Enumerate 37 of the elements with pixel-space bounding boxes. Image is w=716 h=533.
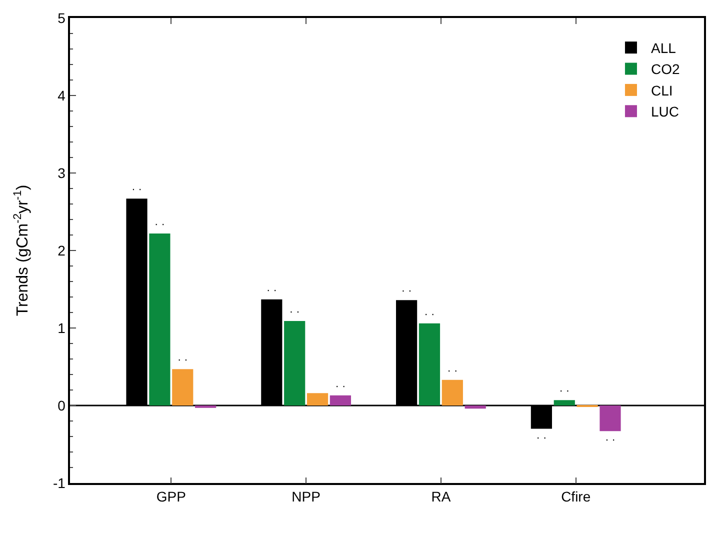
bar (464, 406, 486, 409)
legend-label: LUC (650, 104, 679, 120)
legend-label: CLI (650, 82, 673, 98)
y-tick-label: 4 (58, 87, 66, 104)
bar (600, 406, 621, 432)
data-label: · · (289, 306, 300, 318)
bar (418, 323, 440, 406)
bar (172, 369, 194, 406)
data-label: · · (132, 184, 142, 196)
y-tick-label: 2 (58, 242, 66, 258)
legend-label: CO2 (650, 61, 680, 78)
data-label: · · (335, 380, 346, 392)
bar (149, 233, 170, 406)
bar (442, 380, 463, 406)
data-label: · · (177, 354, 188, 366)
x-tick-label: NPP (292, 488, 320, 505)
bar (554, 400, 575, 406)
data-label: · · (447, 364, 458, 377)
data-label: · · (424, 308, 435, 320)
y-tick-label: 0 (58, 397, 66, 414)
data-label: · · (605, 434, 616, 446)
data-label: · · (559, 385, 570, 398)
bar (284, 321, 306, 406)
y-tick-label: 3 (58, 164, 66, 181)
data-label: · · (154, 218, 165, 230)
x-tick-label: RA (431, 488, 452, 505)
legend-label: ALL (650, 40, 676, 56)
y-tick-label: 1 (58, 320, 66, 336)
y-tick-label: -1 (52, 474, 66, 491)
data-label: · · (401, 285, 412, 298)
y-tick-label: 5 (58, 10, 66, 26)
data-label: · · (266, 284, 277, 296)
x-tick-label: GPP (156, 488, 186, 505)
bar (306, 393, 328, 406)
data-label: · · (536, 432, 547, 444)
bar (330, 395, 352, 406)
x-tick-label: Cfire (561, 488, 591, 505)
